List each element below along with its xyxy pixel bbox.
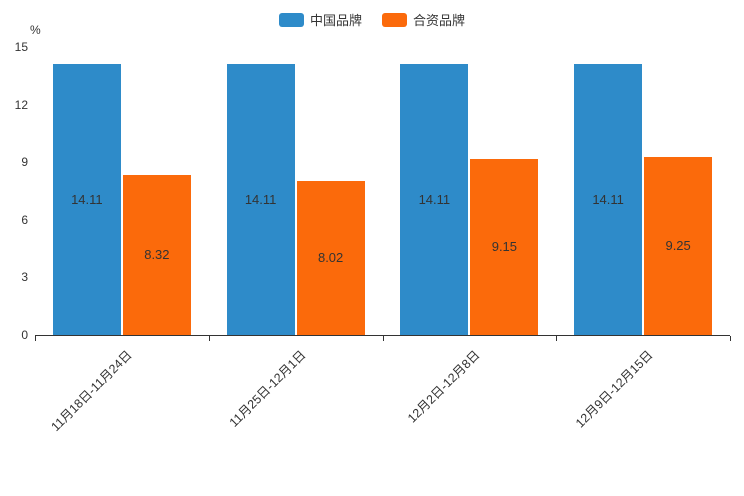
x-axis-tick (35, 336, 36, 341)
legend-swatch (382, 12, 407, 27)
x-axis-tick (382, 336, 384, 341)
bar-value-label: 9.15 (491, 239, 518, 255)
y-axis-tick-label: 3 (21, 270, 28, 285)
x-axis-label: 12月9日-12月15日 (573, 347, 656, 431)
bar-series-0-category-2 (400, 64, 469, 335)
bar-series-1-category-1 (296, 181, 365, 335)
x-axis-tick (556, 336, 558, 341)
y-axis-tick-label: 15 (14, 40, 28, 54)
bar-series-0-category-1 (226, 64, 295, 335)
bar-series-1-category-2 (470, 159, 539, 335)
x-axis-label: 11月25日-12月1日 (226, 347, 309, 430)
bar-series-0-category-0 (52, 64, 121, 335)
bar-value-label: 14.11 (418, 191, 451, 207)
y-axis-tick-label: 12 (14, 97, 28, 112)
y-axis-tick-label: 6 (21, 212, 28, 227)
legend: 中国品牌 合资品牌 (0, 10, 744, 29)
bar-value-label: 9.25 (665, 238, 691, 254)
bar-value-label: 14.11 (71, 191, 103, 207)
legend-swatch (278, 12, 304, 27)
legend-item-series-1[interactable]: 合资品牌 (382, 10, 465, 29)
x-axis-tick (208, 336, 210, 341)
legend-label: 合资品牌 (413, 13, 466, 28)
bar-series-0-category-3 (574, 64, 643, 335)
bar-value-label: 14.11 (244, 191, 277, 207)
y-axis-tick-label: 0 (21, 328, 28, 342)
x-axis-line (35, 335, 730, 336)
bar-value-label: 8.32 (144, 247, 170, 263)
x-axis-label: 11月18日-11月24日 (48, 347, 135, 435)
bar-value-label: 8.02 (317, 250, 344, 265)
legend-label: 中国品牌 (309, 13, 362, 28)
x-axis-tick (730, 336, 731, 341)
bar-series-1-category-3 (644, 157, 713, 335)
legend-item-series-0[interactable]: 中国品牌 (278, 10, 362, 29)
x-axis-label: 12月2日-12月8日 (404, 347, 483, 426)
y-axis-tick-label: 9 (21, 155, 28, 170)
bar-value-label: 14.11 (592, 191, 624, 207)
bar-series-1-category-0 (122, 175, 191, 335)
y-axis-unit-label: % (30, 23, 41, 37)
